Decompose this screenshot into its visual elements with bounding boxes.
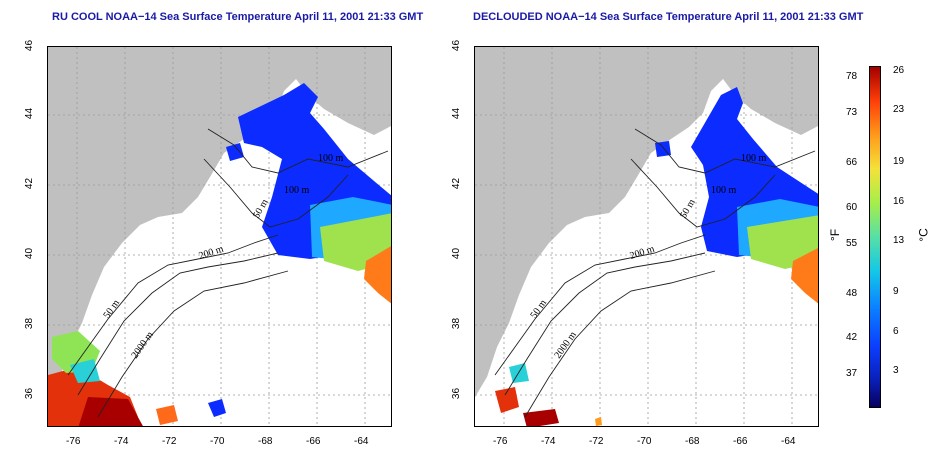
fahrenheit-tick-label: 37 xyxy=(846,368,858,379)
y-tick-label: 40 xyxy=(24,247,36,260)
celsius-tick-label: 26 xyxy=(893,65,905,76)
sst-warm-patch xyxy=(156,405,178,425)
contour-label-50m-south: 50 m xyxy=(101,298,122,321)
sst-south-cyan xyxy=(509,363,529,383)
x-tick-label: -64 xyxy=(354,436,369,447)
left-map-svg: 100 m 100 m 50 m 200 m 50 m 2000 m xyxy=(48,47,391,426)
celsius-tick-label: 9 xyxy=(893,286,899,297)
celsius-tick-label: 16 xyxy=(893,196,905,207)
sst-green-water xyxy=(747,215,818,269)
x-tick-label: -66 xyxy=(733,436,748,447)
x-tick-label: -68 xyxy=(685,436,700,447)
sst-south-hot xyxy=(523,409,559,426)
x-tick-label: -64 xyxy=(781,436,796,447)
fahrenheit-tick-label: 66 xyxy=(846,157,858,168)
right-map-title: DECLOUDED NOAA−14 Sea Surface Temperatur… xyxy=(473,11,864,23)
sst-green-water xyxy=(320,213,391,271)
y-tick-label: 44 xyxy=(24,107,36,120)
land-mass xyxy=(475,47,818,397)
sst-warm-patch xyxy=(595,417,602,426)
y-tick-label: 38 xyxy=(451,317,463,330)
celsius-tick-label: 19 xyxy=(893,156,905,167)
contour-label-100m-2: 100 m xyxy=(284,185,310,196)
y-tick-label: 38 xyxy=(24,317,36,330)
contour-label-2000m: 2000 m xyxy=(552,329,579,360)
y-tick-label: 42 xyxy=(24,177,36,190)
contour-label-200m: 200 m xyxy=(629,244,657,262)
y-tick-label: 36 xyxy=(451,387,463,400)
x-tick-label: -76 xyxy=(66,436,81,447)
sst-cold-water xyxy=(226,143,244,161)
y-tick-label: 40 xyxy=(451,247,463,260)
y-tick-label: 36 xyxy=(24,387,36,400)
contour-label-50m: 50 m xyxy=(678,197,698,220)
contour-label-100m: 100 m xyxy=(741,153,767,164)
x-tick-label: -70 xyxy=(210,436,225,447)
contour-label-2000m: 2000 m xyxy=(129,329,156,360)
bathymetry-contours xyxy=(494,128,816,418)
sst-warm-water xyxy=(791,248,818,304)
land-mass xyxy=(48,47,391,397)
temperature-colorbar xyxy=(869,66,881,408)
bathymetry-contours xyxy=(67,128,389,418)
x-tick-label: -66 xyxy=(306,436,321,447)
fahrenheit-tick-label: 78 xyxy=(846,71,858,82)
fahrenheit-tick-label: 73 xyxy=(846,107,858,118)
right-map-svg: 100 m 100 m 50 m 200 m 50 m 2000 m xyxy=(475,47,818,426)
contour-label-200m: 200 m xyxy=(198,244,226,262)
fahrenheit-tick-label: 55 xyxy=(846,238,858,249)
sst-south-cyan xyxy=(70,359,100,383)
celsius-tick-label: 13 xyxy=(893,235,905,246)
y-tick-label: 46 xyxy=(451,39,463,52)
x-tick-label: -72 xyxy=(589,436,604,447)
x-tick-label: -74 xyxy=(541,436,556,447)
x-tick-label: -68 xyxy=(258,436,273,447)
celsius-tick-label: 6 xyxy=(893,326,899,337)
sst-cold-patch xyxy=(208,399,226,417)
celsius-tick-label: 3 xyxy=(893,365,899,376)
contour-label-50m-south: 50 m xyxy=(528,298,549,321)
y-tick-label: 44 xyxy=(451,107,463,120)
contour-label-100m-2: 100 m xyxy=(711,185,737,196)
sst-south-warm xyxy=(495,387,519,413)
x-tick-label: -72 xyxy=(162,436,177,447)
contour-label-100m: 100 m xyxy=(318,153,344,164)
left-map-title: RU COOL NOAA−14 Sea Surface Temperature … xyxy=(52,11,424,23)
y-tick-label: 46 xyxy=(24,39,36,52)
y-tick-label: 42 xyxy=(451,177,463,190)
sst-warm-water xyxy=(364,246,391,304)
fahrenheit-tick-label: 48 xyxy=(846,288,858,299)
sst-south-hot xyxy=(78,397,143,426)
right-map-panel: 100 m 100 m 50 m 200 m 50 m 2000 m xyxy=(474,46,819,427)
celsius-tick-label: 23 xyxy=(893,104,905,115)
fahrenheit-tick-label: 60 xyxy=(846,202,858,213)
fahrenheit-unit-label: °F xyxy=(828,228,843,242)
fahrenheit-tick-label: 42 xyxy=(846,332,858,343)
x-tick-label: -70 xyxy=(637,436,652,447)
x-tick-label: -76 xyxy=(493,436,508,447)
celsius-unit-label: °C xyxy=(916,228,931,242)
left-map-panel: 100 m 100 m 50 m 200 m 50 m 2000 m xyxy=(47,46,392,427)
x-tick-label: -74 xyxy=(114,436,129,447)
